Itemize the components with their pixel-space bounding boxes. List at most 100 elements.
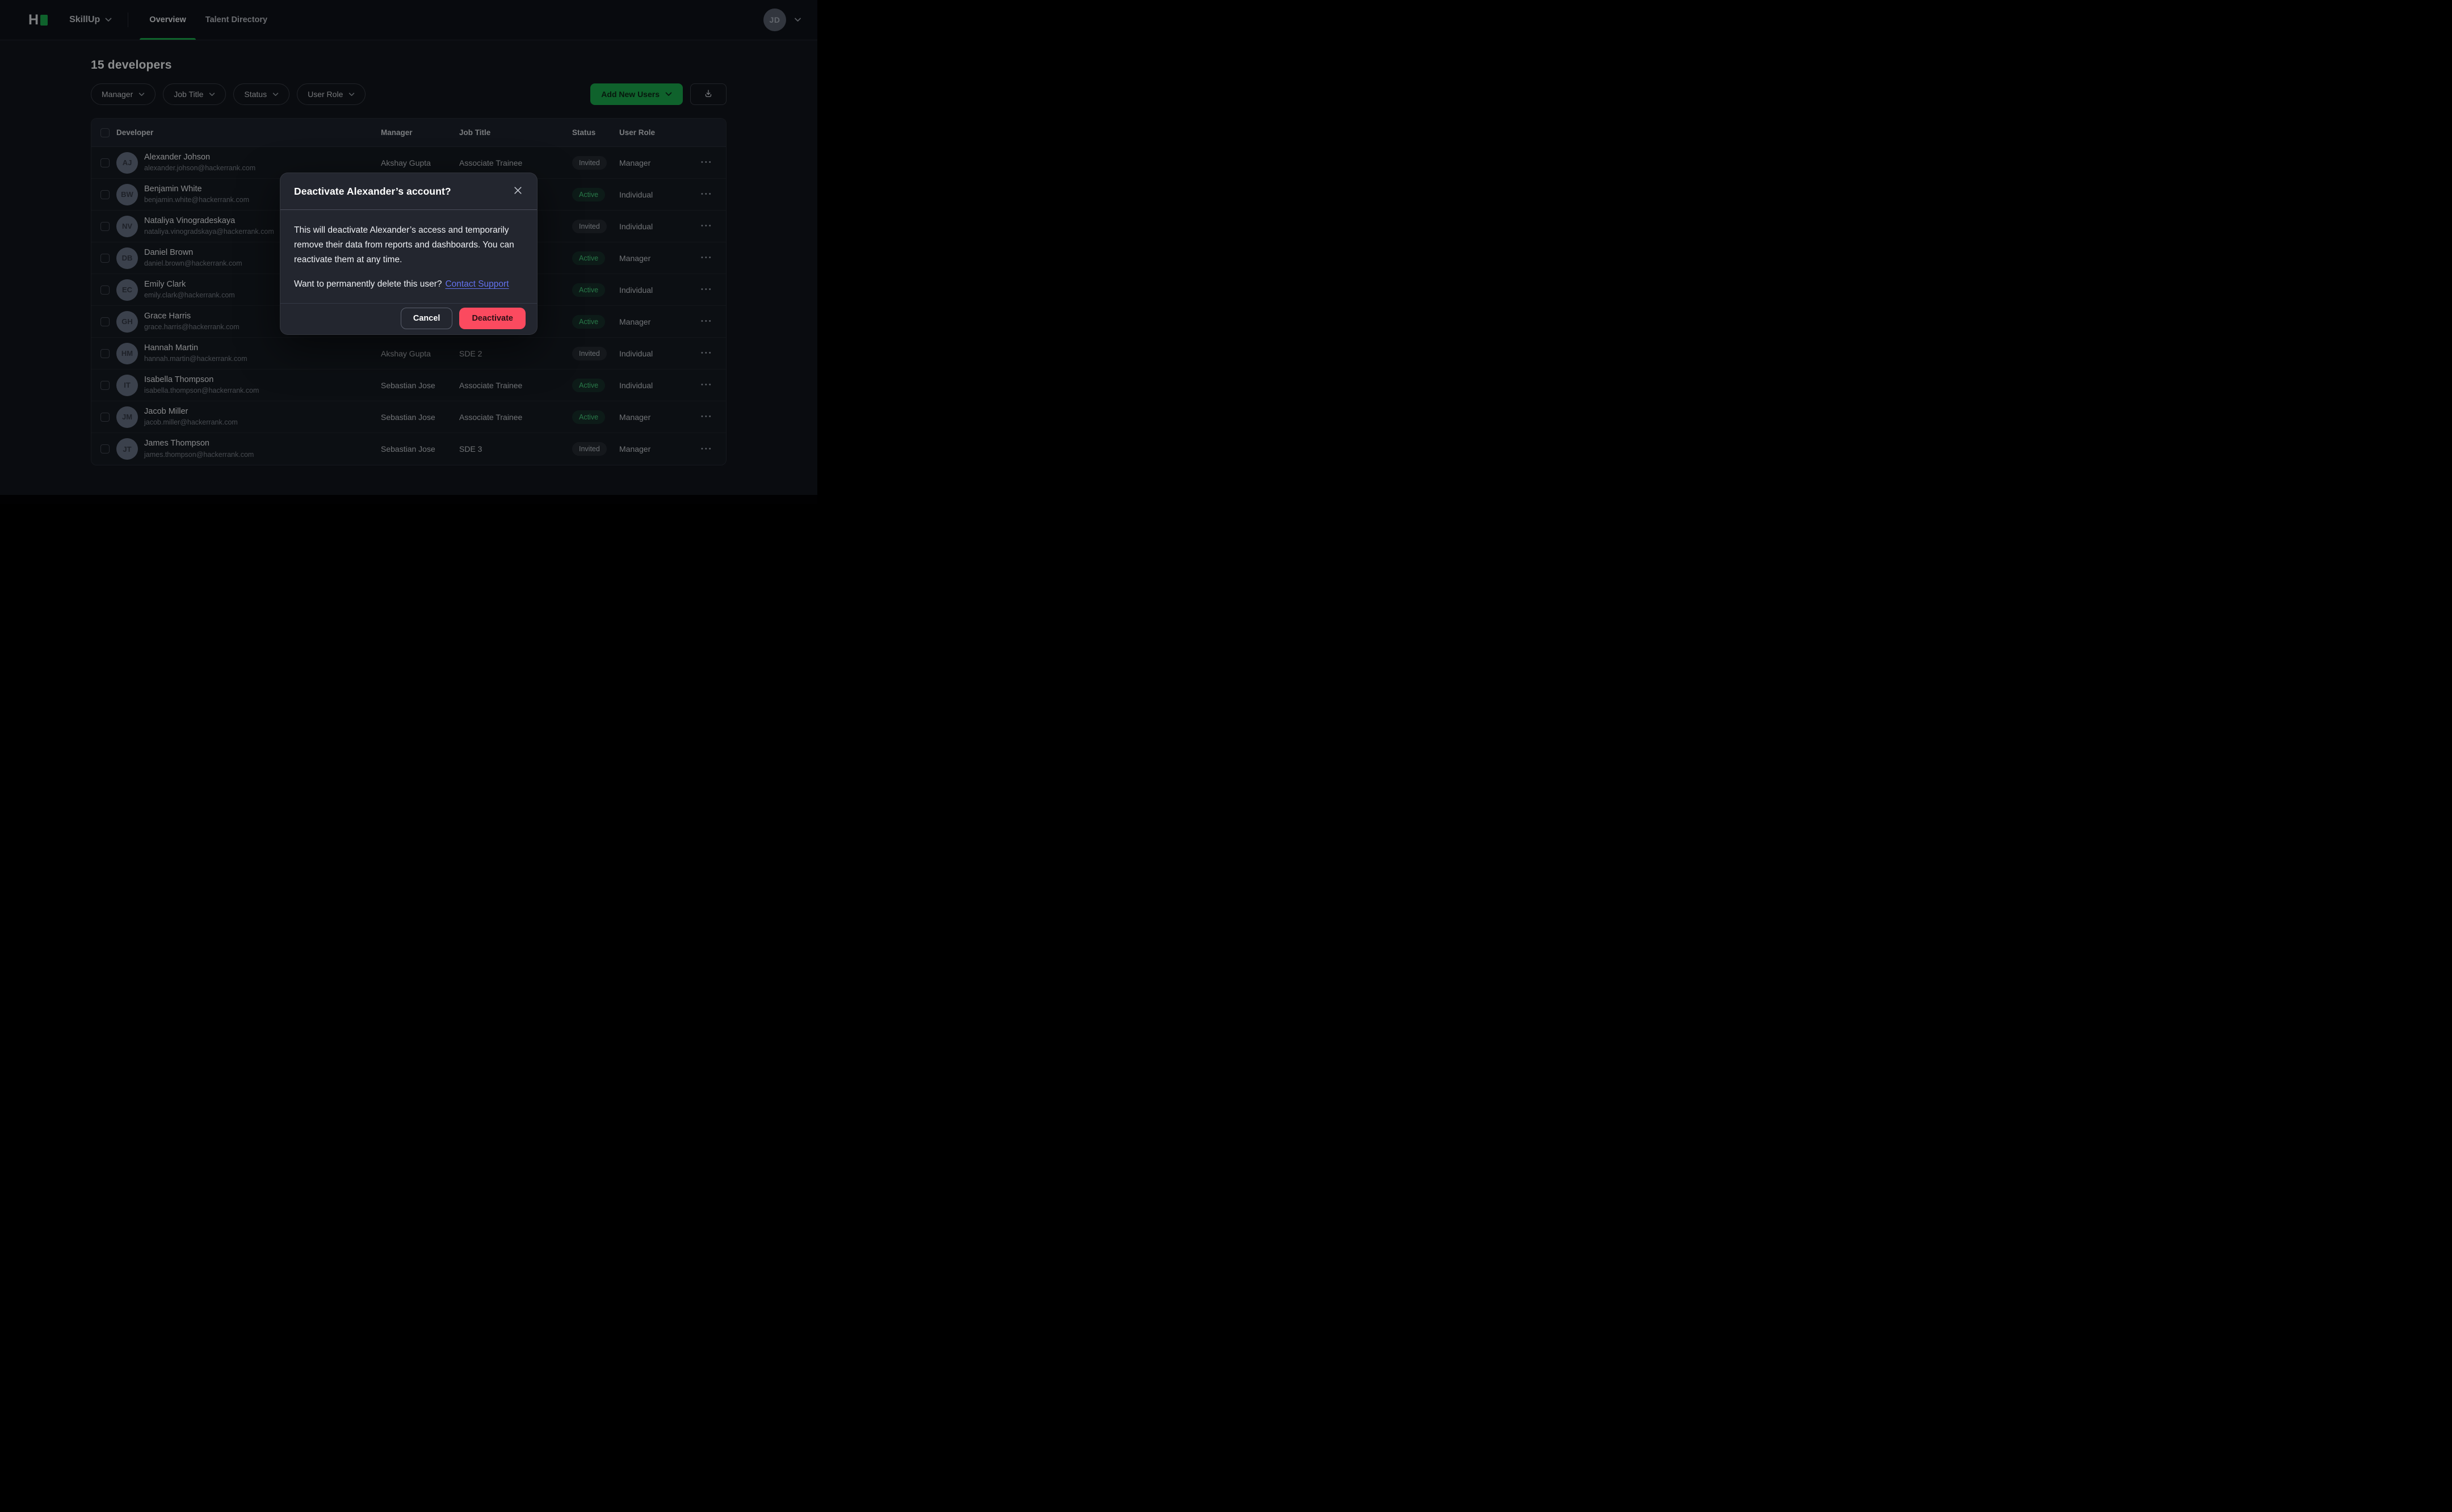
- chevron-down-icon: [272, 93, 279, 96]
- developer-name: Daniel Brown: [144, 247, 194, 257]
- filter-label: User Role: [308, 90, 343, 99]
- developer-identity: Daniel Brown daniel.brown@hackerrank.com: [144, 248, 242, 268]
- column-header-developer: Developer: [116, 128, 154, 137]
- hackerrank-logo: H: [28, 12, 48, 27]
- row-actions-menu[interactable]: •••: [696, 444, 717, 455]
- developer-email: alexander.johson@hackerrank.com: [144, 164, 256, 173]
- developer-name: Emily Clark: [144, 279, 186, 289]
- page-title: 15 developers: [91, 58, 172, 72]
- developer-email: james.thompson@hackerrank.com: [144, 450, 254, 459]
- add-new-users-label: Add New Users: [601, 90, 660, 99]
- add-new-users-button[interactable]: Add New Users: [590, 83, 683, 105]
- table-row: HM Hannah Martin hannah.martin@hackerran…: [91, 338, 726, 369]
- developer-cell: EC Emily Clark emily.clark@hackerrank.co…: [116, 279, 381, 301]
- job-title-cell: Associate Trainee: [459, 380, 523, 390]
- row-checkbox[interactable]: [100, 380, 110, 390]
- user-role-cell: Manager: [619, 253, 651, 263]
- row-checkbox[interactable]: [100, 221, 110, 231]
- status-badge: Invited: [572, 156, 607, 170]
- contact-support-link[interactable]: Contact Support: [445, 279, 509, 289]
- filter-status[interactable]: Status: [233, 83, 290, 105]
- row-checkbox[interactable]: [100, 285, 110, 295]
- account-menu[interactable]: JD: [763, 9, 801, 31]
- row-checkbox[interactable]: [100, 190, 110, 199]
- developer-cell: NV Nataliya Vinogradeskaya nataliya.vino…: [116, 215, 381, 237]
- table-body: AJ Alexander Johson alexander.johson@hac…: [91, 147, 726, 465]
- status-badge: Invited: [572, 219, 607, 233]
- product-switcher[interactable]: SkillUp: [69, 15, 112, 25]
- developer-email: nataliya.vinogradskaya@hackerrank.com: [144, 228, 274, 236]
- developer-name: Jacob Miller: [144, 406, 188, 416]
- row-actions-menu[interactable]: •••: [696, 411, 717, 422]
- cancel-button[interactable]: Cancel: [400, 308, 453, 329]
- job-title-cell: Associate Trainee: [459, 412, 523, 422]
- user-role-cell: Manager: [619, 317, 651, 326]
- row-actions-menu[interactable]: •••: [696, 221, 717, 232]
- user-role-cell: Individual: [619, 380, 653, 390]
- developer-email: grace.harris@hackerrank.com: [144, 323, 240, 331]
- developer-email: jacob.miller@hackerrank.com: [144, 418, 238, 427]
- row-actions-menu[interactable]: •••: [696, 189, 717, 200]
- filter-label: Status: [244, 90, 267, 99]
- row-actions-menu[interactable]: •••: [696, 157, 717, 168]
- developer-email: benjamin.white@hackerrank.com: [144, 196, 249, 204]
- developer-identity: Isabella Thompson isabella.thompson@hack…: [144, 375, 259, 395]
- download-button[interactable]: [690, 83, 727, 105]
- row-checkbox[interactable]: [100, 317, 110, 326]
- status-badge: Active: [572, 251, 606, 265]
- row-actions-menu[interactable]: •••: [696, 316, 717, 327]
- developer-cell: IT Isabella Thompson isabella.thompson@h…: [116, 374, 381, 396]
- top-bar: H SkillUp Overview Talent Directory JD: [0, 0, 817, 40]
- deactivate-account-modal: Deactivate Alexander’s account? This wil…: [280, 173, 538, 335]
- close-button[interactable]: [513, 185, 523, 198]
- avatar: IT: [116, 374, 138, 396]
- developer-email: hannah.martin@hackerrank.com: [144, 355, 247, 363]
- row-actions-menu[interactable]: •••: [696, 284, 717, 295]
- modal-title: Deactivate Alexander’s account?: [294, 185, 451, 197]
- developer-cell: HM Hannah Martin hannah.martin@hackerran…: [116, 342, 381, 364]
- row-actions-menu[interactable]: •••: [696, 253, 717, 263]
- status-badge: Active: [572, 378, 606, 392]
- manager-cell: Sebastian Jose: [381, 412, 435, 422]
- manager-cell: Akshay Gupta: [381, 348, 431, 358]
- developer-cell: GH Grace Harris grace.harris@hackerrank.…: [116, 310, 381, 333]
- avatar[interactable]: JD: [763, 9, 786, 31]
- row-checkbox[interactable]: [100, 444, 110, 453]
- row-checkbox[interactable]: [100, 412, 110, 422]
- row-checkbox[interactable]: [100, 348, 110, 358]
- developer-name: Grace Harris: [144, 311, 191, 321]
- row-checkbox[interactable]: [100, 158, 110, 167]
- manager-cell: Akshay Gupta: [381, 158, 431, 167]
- developer-cell: JT James Thompson james.thompson@hackerr…: [116, 438, 381, 460]
- avatar: AJ: [116, 152, 138, 174]
- status-badge: Active: [572, 314, 606, 329]
- tab-talent-directory[interactable]: Talent Directory: [205, 15, 268, 24]
- status-badge: Invited: [572, 346, 607, 360]
- status-badge: Active: [572, 187, 606, 201]
- row-actions-menu[interactable]: •••: [696, 348, 717, 359]
- developer-identity: James Thompson james.thompson@hackerrank…: [144, 439, 254, 459]
- developer-cell: DB Daniel Brown daniel.brown@hackerrank.…: [116, 247, 381, 269]
- row-checkbox[interactable]: [100, 253, 110, 263]
- row-actions-menu[interactable]: •••: [696, 380, 717, 390]
- avatar: HM: [116, 342, 138, 364]
- filter-bar: Manager Job Title Status User Role: [91, 83, 366, 105]
- developer-identity: Jacob Miller jacob.miller@hackerrank.com: [144, 407, 238, 427]
- avatar: JM: [116, 406, 138, 428]
- job-title-cell: Associate Trainee: [459, 158, 523, 167]
- filter-user-role[interactable]: User Role: [297, 83, 366, 105]
- tab-overview[interactable]: Overview: [140, 0, 196, 40]
- filter-job-title[interactable]: Job Title: [163, 83, 226, 105]
- select-all-checkbox[interactable]: [100, 128, 110, 137]
- deactivate-button[interactable]: Deactivate: [459, 308, 526, 329]
- developer-name: James Thompson: [144, 439, 209, 448]
- filter-label: Job Title: [174, 90, 204, 99]
- user-role-cell: Individual: [619, 221, 653, 231]
- developer-cell: AJ Alexander Johson alexander.johson@hac…: [116, 152, 381, 174]
- filter-manager[interactable]: Manager: [91, 83, 156, 105]
- delete-question-text: Want to permanently delete this user?: [294, 279, 442, 289]
- developer-email: isabella.thompson@hackerrank.com: [144, 387, 259, 395]
- column-header-status: Status: [572, 128, 596, 137]
- developer-email: emily.clark@hackerrank.com: [144, 291, 235, 300]
- avatar: EC: [116, 279, 138, 301]
